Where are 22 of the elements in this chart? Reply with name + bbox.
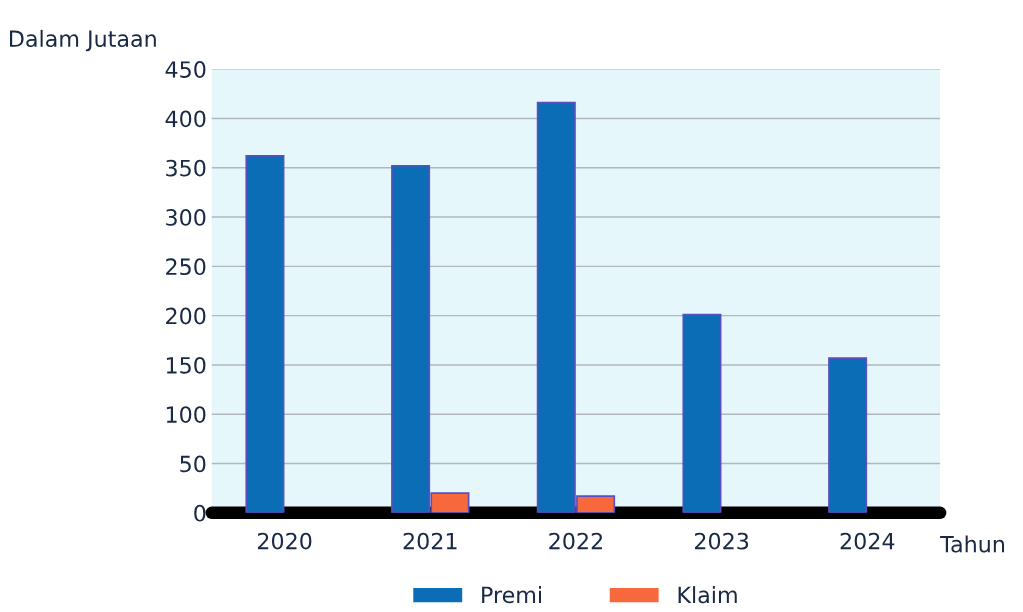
y-tick-label: 200 xyxy=(166,307,206,325)
bar xyxy=(828,357,868,513)
x-tick-label: 2024 xyxy=(840,532,895,550)
x-tick-label: 2023 xyxy=(694,532,749,550)
y-axis-title: Dalam Jutaan xyxy=(10,29,156,52)
x-tick-label: 2020 xyxy=(257,532,312,550)
x-tick-label: 2022 xyxy=(549,532,602,550)
y-tick-label: 300 xyxy=(166,209,206,226)
y-tick-label: 250 xyxy=(166,258,206,276)
y-tick-label: 100 xyxy=(166,406,206,424)
y-tick-label: 0 xyxy=(194,504,206,522)
y-tick-label: 350 xyxy=(166,159,206,177)
y-tick-label: 400 xyxy=(165,110,206,128)
legend-label: Klaim xyxy=(678,586,737,604)
y-tick-label: 450 xyxy=(165,61,206,78)
bar xyxy=(245,155,285,513)
legend-label: Premi xyxy=(482,586,542,604)
bar xyxy=(682,313,722,513)
x-axis-title: Tahun xyxy=(940,535,1005,553)
y-tick-label: 50 xyxy=(180,455,206,473)
x-tick-label: 2021 xyxy=(403,532,457,550)
y-tick-label: 150 xyxy=(166,356,206,374)
